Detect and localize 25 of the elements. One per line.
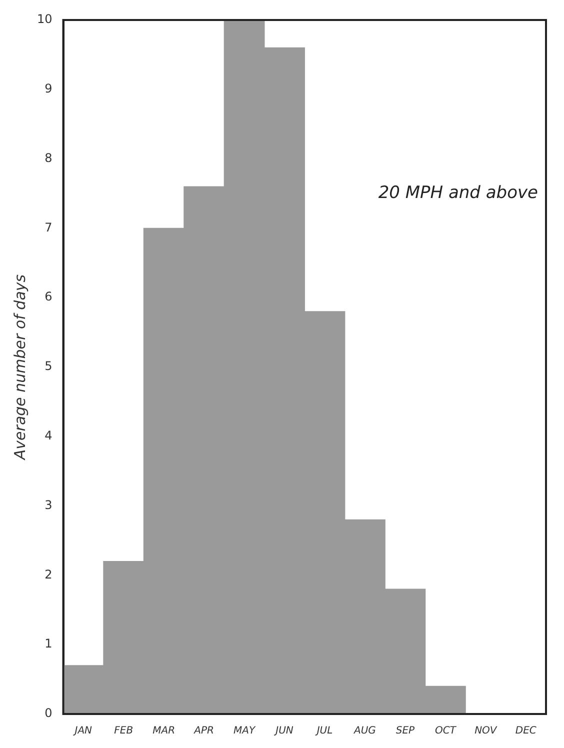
x-tick-label: OCT bbox=[434, 726, 457, 737]
x-tick-label: SEP bbox=[396, 726, 416, 737]
y-tick-label: 2 bbox=[44, 567, 52, 582]
x-tick-label: MAY bbox=[234, 726, 256, 737]
x-tick-label: JAN bbox=[72, 726, 93, 737]
x-tick-label: AUG bbox=[353, 726, 376, 737]
x-tick-label: DEC bbox=[515, 726, 536, 737]
x-tick-label: FEB bbox=[114, 726, 134, 737]
y-tick-label: 8 bbox=[44, 150, 52, 165]
y-tick-label: 6 bbox=[44, 290, 52, 304]
x-tick-label: MAR bbox=[152, 726, 176, 737]
y-tick-label: 0 bbox=[44, 706, 52, 720]
y-tick-label: 1 bbox=[44, 636, 52, 651]
y-tick-label: 3 bbox=[44, 498, 52, 512]
y-tick-label: 10 bbox=[36, 12, 52, 26]
y-tick-label: 4 bbox=[44, 428, 52, 443]
x-tick-label: JUL bbox=[314, 726, 333, 737]
x-tick-label: NOV bbox=[474, 726, 498, 737]
x-tick-label: APR bbox=[193, 726, 214, 737]
y-tick-label: 9 bbox=[44, 82, 52, 96]
y-tick-label: 7 bbox=[44, 220, 52, 234]
x-tick-label: JUN bbox=[274, 726, 294, 737]
y-axis-title: Average number of days bbox=[10, 274, 29, 461]
annotation: 20 MPH and above bbox=[378, 182, 538, 203]
y-tick-label: 5 bbox=[44, 359, 52, 374]
